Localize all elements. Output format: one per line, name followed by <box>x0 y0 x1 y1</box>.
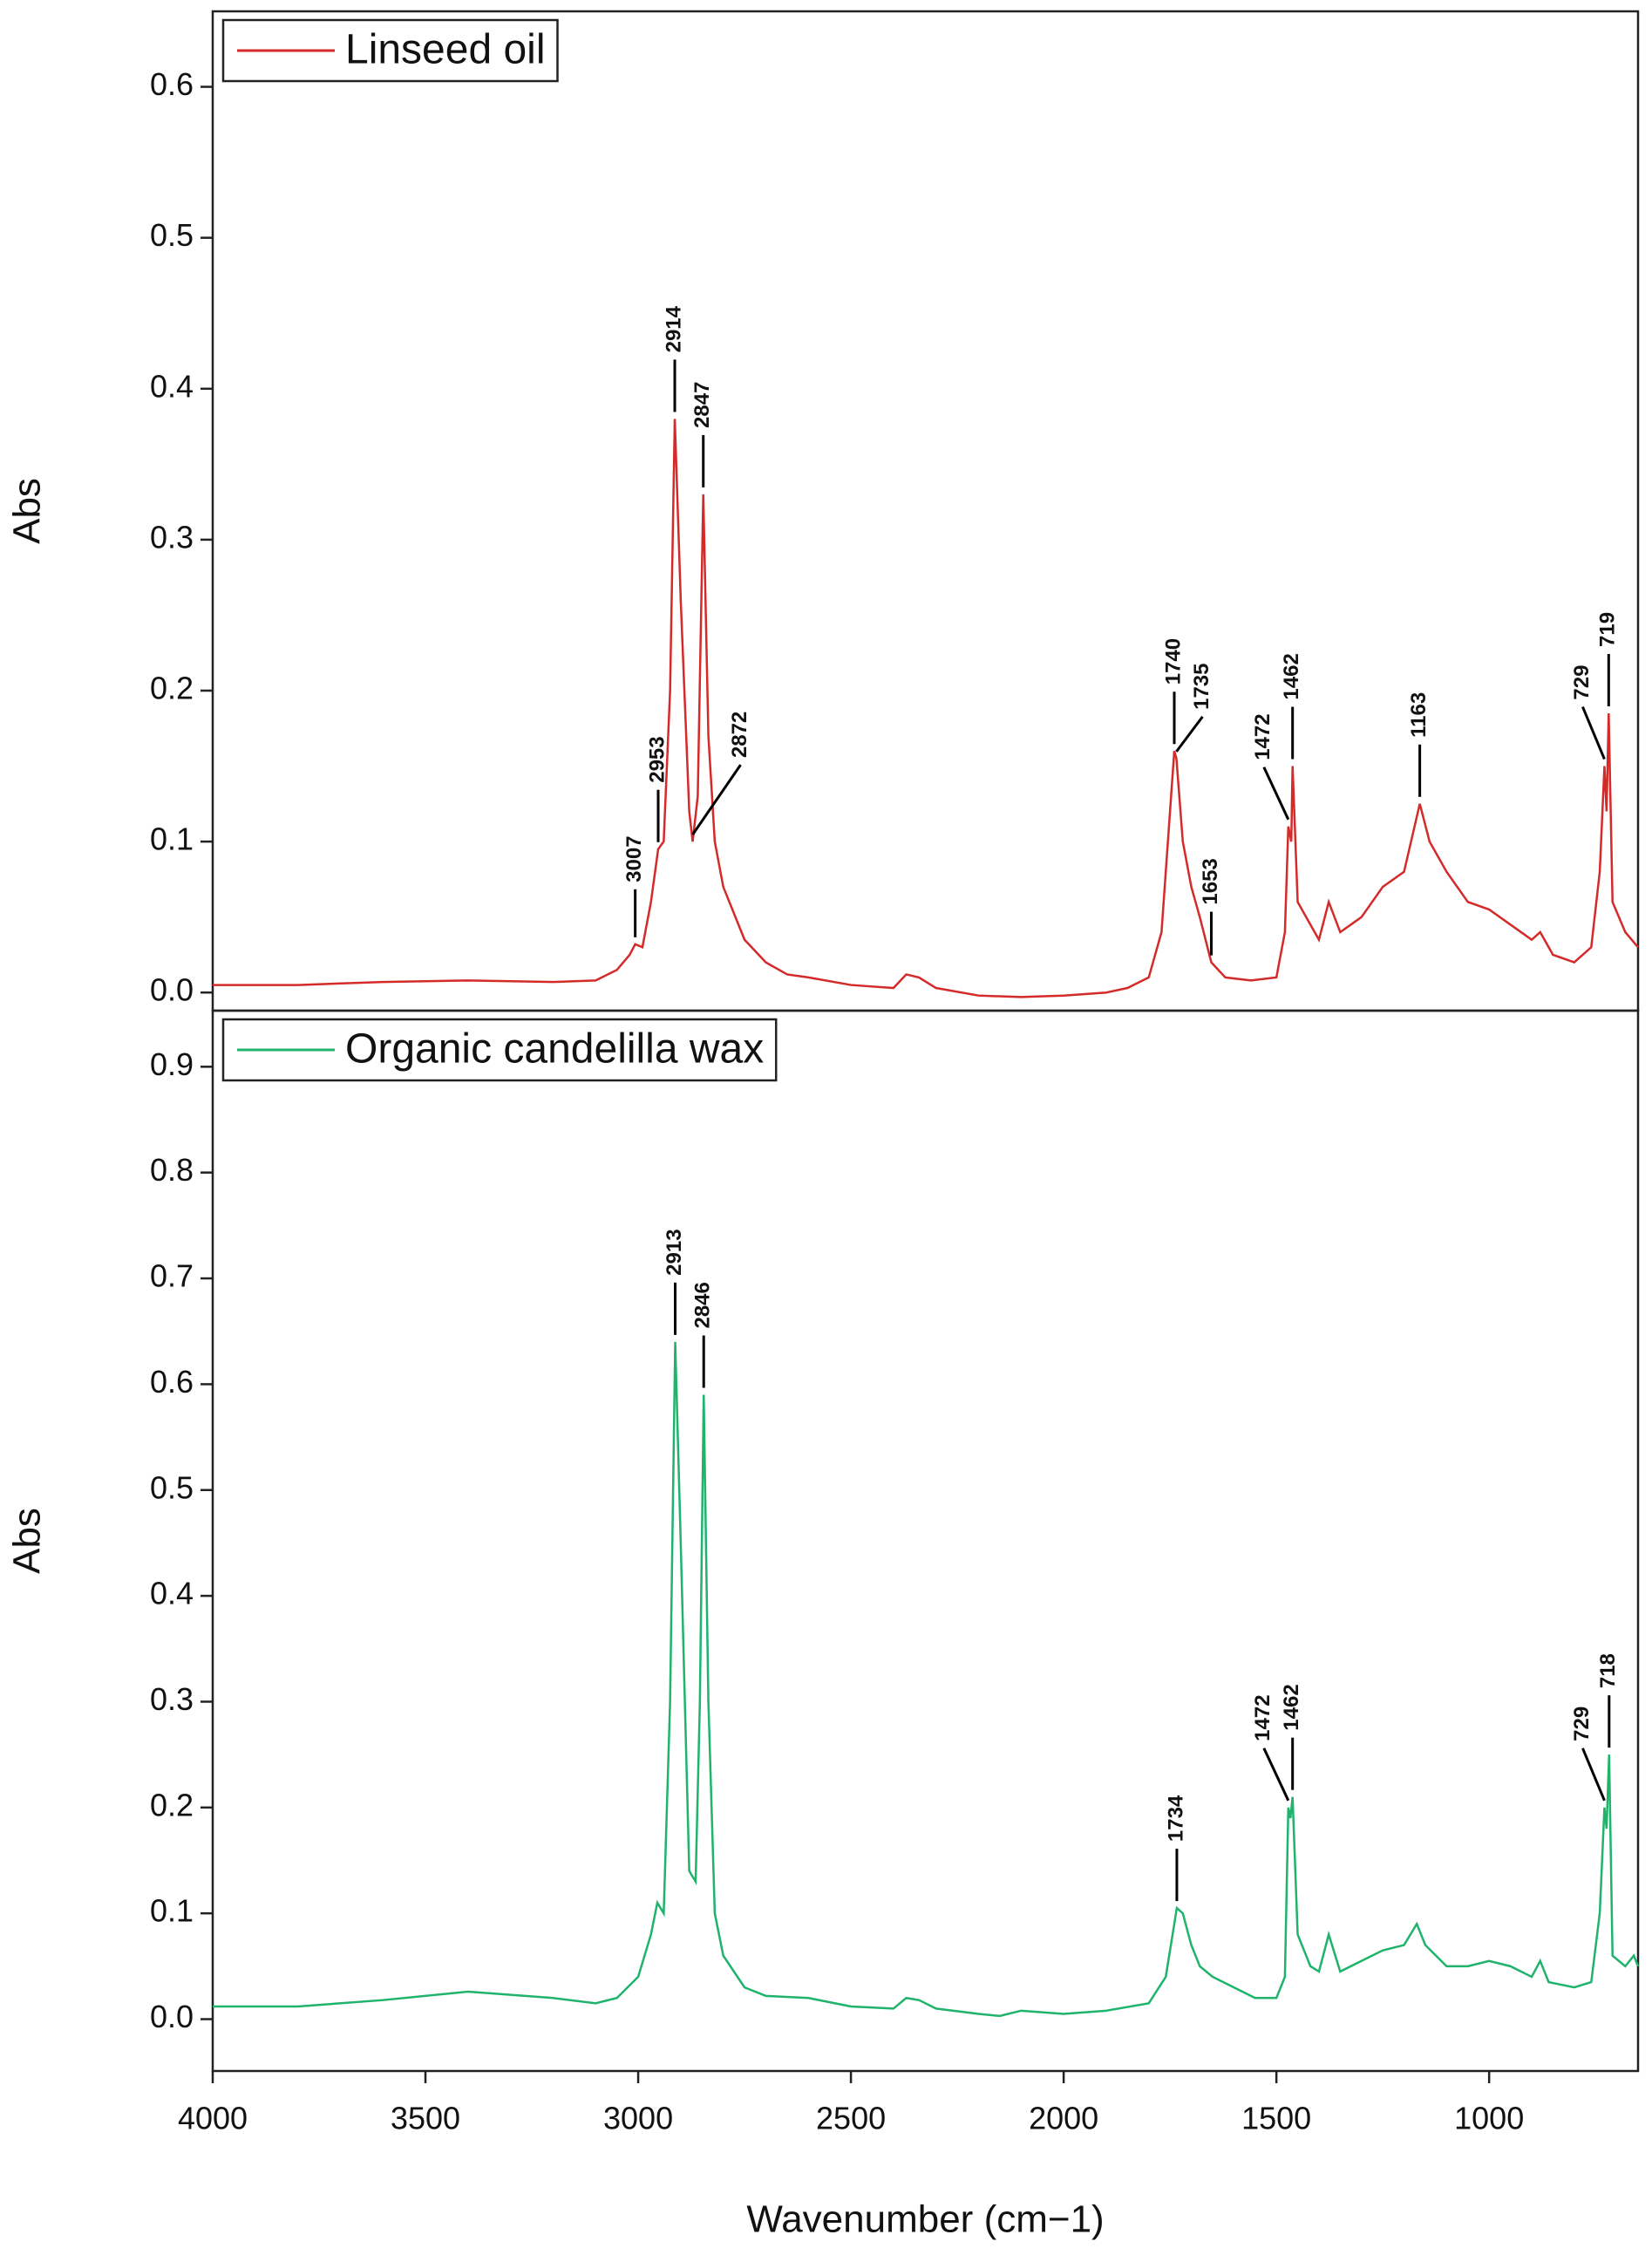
peak-label: 2913 <box>663 1229 686 1275</box>
peak-label: 1735 <box>1190 664 1214 710</box>
y-tick-label: 0.1 <box>150 821 194 857</box>
peak-label: 719 <box>1596 612 1620 647</box>
y-tick-label: 0.9 <box>150 1046 194 1082</box>
peak-leader <box>1175 716 1204 753</box>
x-tick-label: 3000 <box>603 2101 673 2136</box>
peak-leader <box>691 764 742 835</box>
y-tick-label: 0.4 <box>150 1576 194 1611</box>
plot-frame <box>211 10 1640 1012</box>
y-tick-label: 0.6 <box>150 1364 194 1400</box>
peak-label: 1163 <box>1407 692 1431 738</box>
y-axis-label: Abs <box>6 478 49 544</box>
y-tick-label: 0.7 <box>150 1258 194 1294</box>
y-tick-label: 0.6 <box>150 66 194 102</box>
legend-label: Organic candelilla wax <box>345 1026 764 1073</box>
x-tick-label: 2000 <box>1029 2101 1098 2136</box>
peak-label: 2846 <box>691 1282 715 1328</box>
x-tick-label: 1500 <box>1241 2101 1311 2136</box>
x-tick-label: 1000 <box>1454 2101 1524 2136</box>
plot-frame <box>211 1009 1640 2073</box>
peak-label: 3007 <box>622 835 646 882</box>
peak-label: 2872 <box>728 712 751 758</box>
peak-label: 2953 <box>645 736 669 782</box>
peak-label: 1734 <box>1164 1795 1187 1842</box>
y-tick-label: 0.1 <box>150 1893 194 1929</box>
x-tick-label: 2500 <box>816 2101 886 2136</box>
y-tick-label: 0.5 <box>150 217 194 253</box>
y-tick-label: 0.2 <box>150 1787 194 1822</box>
spectrum-line <box>213 1341 1640 2018</box>
y-tick-label: 0.4 <box>150 368 194 404</box>
peak-label: 718 <box>1596 1653 1620 1688</box>
peak-label: 1472 <box>1251 1694 1275 1741</box>
peak-label: 1462 <box>1280 1684 1303 1730</box>
y-tick-label: 0.2 <box>150 671 194 706</box>
spectrum-line <box>213 419 1639 998</box>
y-tick-label: 0.5 <box>150 1469 194 1505</box>
peak-label: 729 <box>1570 1707 1594 1741</box>
peak-label: 1653 <box>1199 858 1222 904</box>
y-tick-label: 0.3 <box>150 519 194 555</box>
y-tick-label: 0.3 <box>150 1681 194 1717</box>
peak-label: 729 <box>1570 665 1594 700</box>
legend-label: Linseed oil <box>345 27 546 73</box>
peak-label: 1740 <box>1161 638 1185 685</box>
y-tick-label: 0.0 <box>150 1999 194 2034</box>
peak-label: 1472 <box>1251 713 1275 760</box>
peak-label: 2914 <box>662 305 685 352</box>
x-axis-label: Wavenumber (cm−1) <box>746 2198 1104 2241</box>
peak-label: 2847 <box>690 382 714 428</box>
peak-leader <box>1262 766 1290 821</box>
peak-leader <box>1581 1747 1606 1802</box>
peak-leader <box>1581 705 1606 760</box>
y-tick-label: 0.0 <box>150 972 194 1008</box>
y-axis-label: Abs <box>6 1508 49 1574</box>
peak-leader <box>1262 1747 1290 1802</box>
x-tick-label: 4000 <box>178 2101 248 2136</box>
y-tick-label: 0.8 <box>150 1152 194 1188</box>
peak-label: 1462 <box>1280 653 1303 699</box>
x-tick-label: 3500 <box>391 2101 460 2136</box>
